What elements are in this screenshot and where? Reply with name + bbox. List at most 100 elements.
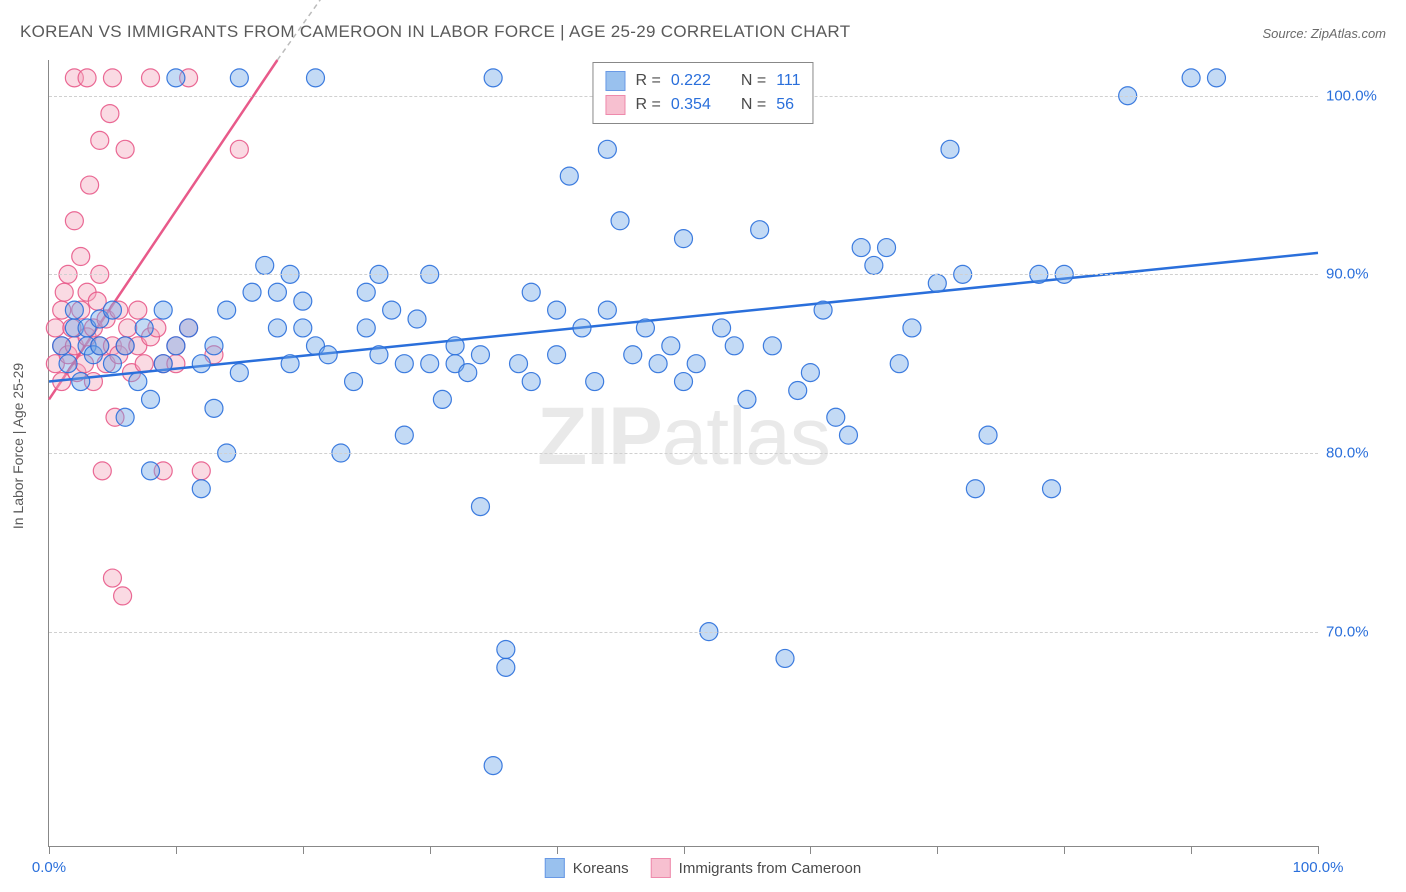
data-point [357,283,375,301]
data-point [484,757,502,775]
stat-value: 0.222 [671,72,711,90]
data-point [814,301,832,319]
data-point [662,337,680,355]
data-point [357,319,375,337]
x-tick [303,846,304,854]
data-point [852,239,870,257]
data-point [129,301,147,319]
data-point [522,373,540,391]
data-point [142,69,160,87]
data-point [319,346,337,364]
data-point [928,274,946,292]
data-point [966,480,984,498]
data-point [979,426,997,444]
data-point [839,426,857,444]
data-point [395,355,413,373]
legend-label: Immigrants from Cameroon [679,860,862,877]
legend-item: Koreans [545,858,629,878]
data-point [1043,480,1061,498]
data-point [903,319,921,337]
data-point [167,337,185,355]
data-point [205,337,223,355]
legend-swatch [545,858,565,878]
x-tick [937,846,938,854]
data-point [725,337,743,355]
data-point [281,355,299,373]
data-point [345,373,363,391]
y-tick-label: 90.0% [1326,266,1396,283]
data-point [484,69,502,87]
data-point [675,230,693,248]
data-point [624,346,642,364]
x-tick-label: 0.0% [32,859,66,876]
data-point [1207,69,1225,87]
data-point [256,256,274,274]
data-point [560,167,578,185]
series-legend: Koreans Immigrants from Cameroon [545,858,861,878]
data-point [205,399,223,417]
data-point [154,301,172,319]
data-point [81,176,99,194]
data-point [192,462,210,480]
data-point [890,355,908,373]
y-tick-label: 70.0% [1326,623,1396,640]
data-point [370,346,388,364]
stat-label: R = [635,72,660,90]
stat-label: N = [741,96,766,114]
stats-legend: R = 0.222 N = 111 R = 0.354 N = 56 [592,62,813,124]
data-point [103,569,121,587]
data-point [586,373,604,391]
x-tick [684,846,685,854]
data-point [598,301,616,319]
data-point [738,390,756,408]
x-tick [430,846,431,854]
stat-value: 0.354 [671,96,711,114]
stat-label: N = [741,72,766,90]
data-point [218,301,236,319]
data-point [636,319,654,337]
gridline [49,453,1318,454]
data-point [459,364,477,382]
data-point [751,221,769,239]
data-point [116,140,134,158]
data-point [827,408,845,426]
data-point [72,248,90,266]
trend-line [49,253,1318,382]
data-point [116,337,134,355]
data-point [65,212,83,230]
gridline [49,274,1318,275]
data-point [687,355,705,373]
stat-label: R = [635,96,660,114]
data-point [878,239,896,257]
data-point [383,301,401,319]
data-point [497,641,515,659]
x-tick [1064,846,1065,854]
y-tick-label: 100.0% [1326,87,1396,104]
data-point [941,140,959,158]
data-point [548,301,566,319]
data-point [433,390,451,408]
chart-title: KOREAN VS IMMIGRANTS FROM CAMEROON IN LA… [20,22,850,42]
data-point [135,355,153,373]
data-point [116,408,134,426]
stat-value: 56 [776,96,794,114]
data-point [801,364,819,382]
data-point [446,337,464,355]
data-point [230,364,248,382]
legend-swatch [605,95,625,115]
data-point [91,337,109,355]
data-point [192,480,210,498]
data-point [46,319,64,337]
data-point [142,462,160,480]
data-point [65,301,83,319]
data-point [78,69,96,87]
data-point [471,346,489,364]
data-point [154,355,172,373]
data-point [776,649,794,667]
plot-area: ZIPatlas 70.0%80.0%90.0%100.0%0.0%100.0% [48,60,1318,847]
data-point [649,355,667,373]
data-point [91,131,109,149]
data-point [421,355,439,373]
legend-item: Immigrants from Cameroon [651,858,862,878]
chart-container: KOREAN VS IMMIGRANTS FROM CAMEROON IN LA… [0,0,1406,892]
